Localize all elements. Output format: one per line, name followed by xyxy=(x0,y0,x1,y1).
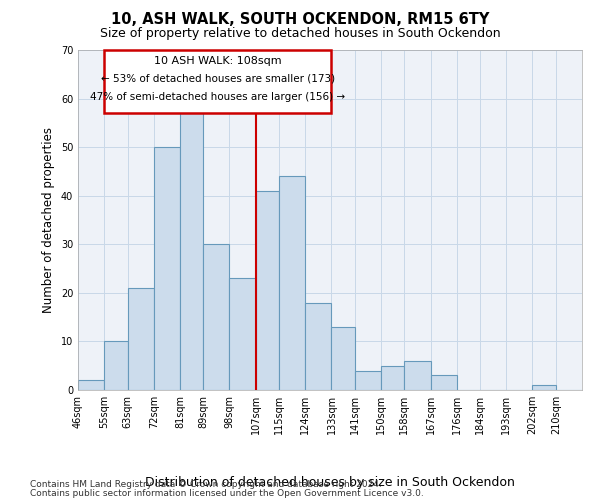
Bar xyxy=(404,361,431,390)
Text: 10 ASH WALK: 108sqm: 10 ASH WALK: 108sqm xyxy=(154,56,281,66)
FancyBboxPatch shape xyxy=(104,50,331,113)
Bar xyxy=(229,278,256,390)
Bar xyxy=(128,288,154,390)
Bar xyxy=(331,327,355,390)
Text: 10, ASH WALK, SOUTH OCKENDON, RM15 6TY: 10, ASH WALK, SOUTH OCKENDON, RM15 6TY xyxy=(111,12,489,28)
Bar xyxy=(180,108,203,390)
Bar xyxy=(355,370,381,390)
Text: Size of property relative to detached houses in South Ockendon: Size of property relative to detached ho… xyxy=(100,28,500,40)
Text: Contains HM Land Registry data © Crown copyright and database right 2024.: Contains HM Land Registry data © Crown c… xyxy=(30,480,382,489)
Bar xyxy=(203,244,229,390)
X-axis label: Distribution of detached houses by size in South Ockendon: Distribution of detached houses by size … xyxy=(145,476,515,489)
Bar xyxy=(532,385,556,390)
Bar xyxy=(256,191,279,390)
Bar xyxy=(431,376,457,390)
Bar xyxy=(154,147,180,390)
Text: ← 53% of detached houses are smaller (173): ← 53% of detached houses are smaller (17… xyxy=(101,74,335,84)
Bar xyxy=(305,302,331,390)
Bar xyxy=(104,342,128,390)
Bar xyxy=(279,176,305,390)
Y-axis label: Number of detached properties: Number of detached properties xyxy=(42,127,55,313)
Text: Contains public sector information licensed under the Open Government Licence v3: Contains public sector information licen… xyxy=(30,488,424,498)
Bar xyxy=(78,380,104,390)
Text: 47% of semi-detached houses are larger (156) →: 47% of semi-detached houses are larger (… xyxy=(90,92,346,102)
Bar xyxy=(381,366,404,390)
